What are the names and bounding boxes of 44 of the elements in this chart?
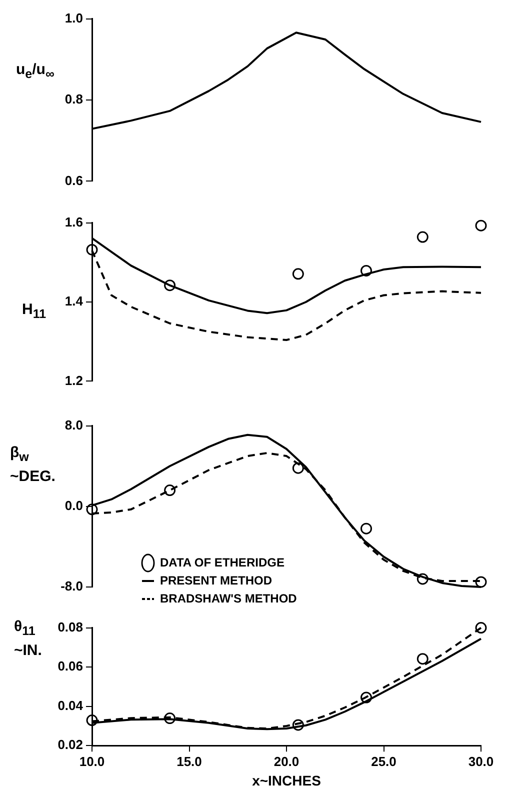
y-axis-title: u$_{e}$/u$_{∞}$ [16,60,54,83]
point [360,264,372,276]
y-tick-label: 0.06 [58,658,83,674]
point [86,244,98,256]
y-tick-label: 0.02 [58,737,83,752]
legend-label: PRESENT METHOD [160,573,272,588]
y-tick-label: -8.0 [60,578,83,594]
y-tick-label: 0.8 [64,92,83,107]
y-tick-label: 0.08 [58,619,83,634]
y-tick-label: 8.0 [64,417,83,432]
point [164,280,176,292]
y-tick-label: 0.04 [58,698,84,713]
y-tick-label: 1.0 [64,10,83,26]
y-tick-label: 1.2 [64,372,83,388]
y-tick-label: 0.0 [64,498,83,513]
point [475,622,487,634]
y-tick-label: 0.6 [64,172,83,188]
point [416,653,428,665]
x-axis-title: x~INCHES [252,772,321,788]
x-tick-label: 15.0 [176,754,202,769]
x-tick-label: 20.0 [274,754,300,769]
point [475,220,487,232]
point [164,712,176,724]
y-tick-label: 1.4 [64,294,84,309]
point [164,484,176,496]
legend-label: DATA OF ETHERIDGE [160,555,284,570]
point [475,576,487,588]
point [416,573,428,585]
point [292,719,304,731]
point [416,231,428,243]
point [86,714,98,726]
point [86,504,98,516]
y-axis-title: β$_{w}$ ~DEG. [10,443,56,487]
point [292,462,304,474]
x-tick-label: 10.0 [79,754,105,769]
x-tick-label: 30.0 [468,754,494,769]
y-tick-label: 1.6 [64,214,83,230]
y-axis-title: θ$_{11}$ ~IN. [14,617,42,661]
y-axis-title: H$_{11}$ [22,300,46,323]
point [360,692,372,704]
x-tick-label: 25.0 [371,754,396,769]
point [360,522,372,534]
legend-label: BRADSHAW'S METHOD [160,591,298,606]
point [292,268,304,280]
